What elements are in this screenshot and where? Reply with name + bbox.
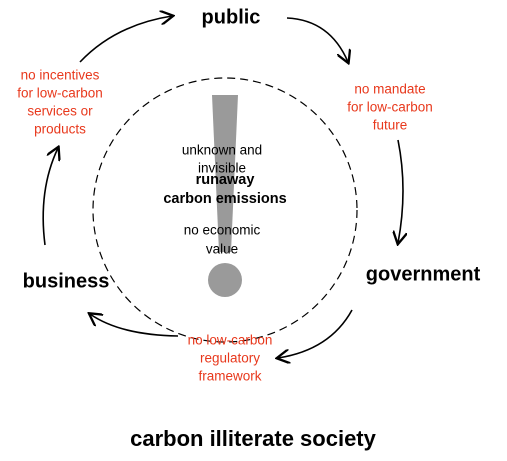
arrow [278, 309, 353, 358]
arrow [42, 148, 58, 246]
link-label: for low-carbon [347, 100, 433, 115]
link-label: regulatory [200, 351, 260, 366]
arrow [398, 139, 403, 243]
center-text: invisible [198, 161, 246, 176]
link-label: products [34, 122, 86, 137]
link-label: no incentives [21, 68, 100, 83]
node-label: public [202, 6, 261, 28]
dashed-circle [92, 77, 358, 343]
center-text: no economic [184, 223, 261, 238]
arrow [286, 17, 348, 62]
link-label: future [373, 118, 408, 133]
link-label: framework [198, 369, 261, 384]
node-label: business [23, 270, 110, 292]
center-text: value [206, 242, 238, 257]
arrow [90, 314, 179, 337]
link-label: no mandate [354, 82, 425, 97]
title: carbon illiterate society [130, 426, 377, 451]
center-text: unknown and [182, 143, 262, 158]
node-label: government [366, 263, 481, 285]
link-label: services or [27, 104, 93, 119]
link-label: no low-carbon [188, 333, 273, 348]
center-main: carbon emissions [163, 191, 286, 207]
arrow [79, 16, 172, 63]
center-main: runaway [196, 172, 255, 188]
exclamation-dot [208, 263, 242, 297]
link-label: for low-carbon [17, 86, 103, 101]
exclamation-bar [212, 95, 238, 252]
